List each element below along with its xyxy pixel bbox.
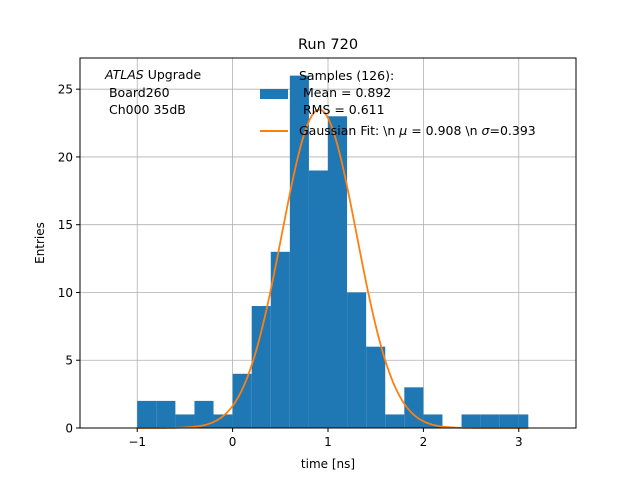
histogram-bar [385,414,405,428]
histogram-bar [232,373,252,428]
y-tick-label: 25 [58,83,73,97]
x-tick-label: 3 [515,435,523,449]
histogram-bar [518,414,529,428]
histogram-bar [328,116,348,429]
y-axis-label: Entries [33,222,47,264]
y-axis-ticks: 0 5 10 15 20 25 [58,83,80,436]
legend-histogram-line2: Mean = 0.892 [299,85,391,100]
legend-fit-sigma-symbol: σ [482,123,491,138]
histogram-bar [423,414,443,428]
x-tick-label: 2 [420,435,428,449]
histogram-bar [270,251,290,428]
histogram-bar [480,414,500,428]
upgrade-label: Upgrade [144,67,202,82]
x-tick-label: 0 [229,435,237,449]
legend-fit-mid: = 0.908 \n [407,123,481,138]
atlas-label: ATLAS [104,67,144,82]
histogram-bar [156,400,176,428]
y-tick-label: 5 [65,354,73,368]
y-tick-label: 15 [58,218,73,232]
histogram-bar [499,414,519,428]
legend-fit-suffix: =0.393 [489,123,535,138]
histogram-bar [366,346,386,428]
atlas-annotation-line3: Ch000 35dB [105,102,186,117]
histogram-bar [194,400,214,428]
legend-histogram-swatch [260,89,288,99]
histogram-bar [137,400,157,428]
y-tick-label: 20 [58,150,73,164]
atlas-annotation: ATLAS Upgrade Board260 Ch000 35dB [104,67,201,117]
histogram-bar [461,414,481,428]
legend-fit-text: Gaussian Fit: \n μ = 0.908 \n σ=0.393 [299,123,536,138]
histogram-bar [289,75,309,428]
atlas-annotation-line2: Board260 [105,85,170,100]
histogram-bar [347,292,367,428]
x-tick-label: 1 [324,435,332,449]
x-axis-ticks: −1 0 1 2 3 [128,428,523,449]
histogram-bar [213,414,233,428]
x-axis-label: time [ns] [301,457,355,471]
histogram-bar [251,306,271,428]
histogram-bar [175,414,195,428]
y-tick-label: 0 [65,422,73,436]
legend-fit-prefix: Gaussian Fit: \n [299,123,399,138]
legend-fit-mu-symbol: μ [398,123,407,138]
legend-histogram-line1: Samples (126): [299,68,394,83]
legend-histogram-line3: RMS = 0.611 [299,102,385,117]
atlas-annotation-line1: ATLAS Upgrade [104,67,201,82]
histogram-bar [308,170,328,428]
chart-title: Run 720 [298,37,358,53]
x-tick-label: −1 [128,435,146,449]
legend: Samples (126): Mean = 0.892 RMS = 0.611 … [260,68,536,138]
y-tick-label: 10 [58,286,73,300]
